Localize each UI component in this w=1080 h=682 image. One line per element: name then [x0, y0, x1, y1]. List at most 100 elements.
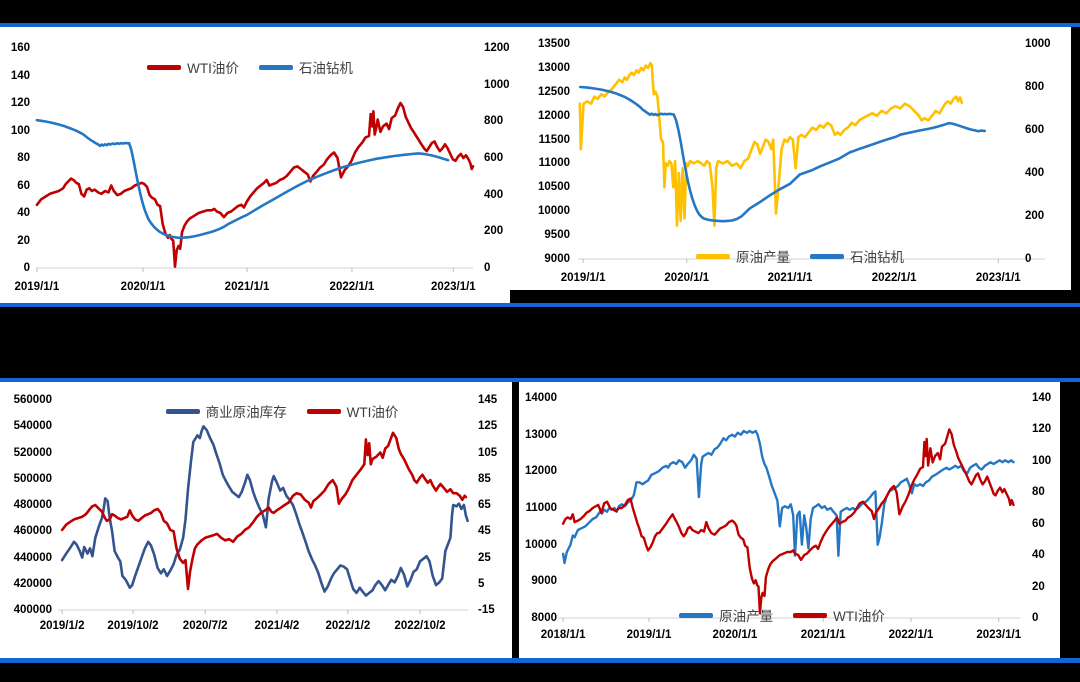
x-axis-tick-label: 2020/7/2	[182, 620, 228, 632]
right-axis-tick-label: 105	[478, 446, 498, 459]
divider-bottom	[0, 658, 1080, 663]
legend-line-swatch	[696, 253, 730, 259]
right-axis-tick-label: 1000	[484, 78, 510, 91]
left-axis-tick-label: 9000	[531, 575, 557, 588]
x-axis-tick-label: 2019/1/1	[14, 281, 60, 293]
series-line-commercial-crude-inventory	[60, 424, 469, 597]
series-line-oil-rigs	[579, 85, 987, 223]
right-axis-tick-label: 800	[484, 115, 504, 128]
x-axis-tick-label: 2019/1/1	[626, 629, 672, 641]
right-axis-tick-label: 1000	[1025, 38, 1051, 50]
x-axis-tick-label: 2021/1/1	[224, 281, 270, 293]
legend-label: 原油产量	[719, 609, 774, 624]
divider-upper-middle	[0, 303, 1080, 307]
x-axis-tick-label: 2023/1/1	[430, 281, 476, 293]
legend-line-swatch	[147, 64, 182, 70]
left-axis-tick-label: 160	[10, 42, 30, 54]
chart-panel-production-vs-wti: 14000 13000 12000 11000 10000 9000 8000 140 120 1…	[519, 382, 1060, 658]
right-axis-tick-label: 1200	[484, 42, 510, 54]
production-vs-rigs-plot	[578, 61, 1045, 263]
left-axis-tick-label: 12500	[538, 85, 570, 98]
right-axis-tick-label: 45	[478, 525, 491, 538]
right-axis-tick-label: 5	[478, 577, 485, 590]
left-axis-tick-label: 420000	[13, 577, 52, 590]
left-axis-tick-label: 20	[17, 234, 30, 247]
x-axis-tick-label: 2021/4/2	[254, 620, 300, 632]
legend-line-swatch	[679, 612, 714, 618]
x-axis-tick-label: 2020/1/1	[664, 272, 710, 284]
legend-label: 商业原油库存	[205, 405, 287, 420]
legend-label: WTI油价	[346, 405, 399, 420]
wti-vs-rigs-plot	[35, 101, 475, 272]
right-axis-tick-label: 200	[1025, 210, 1045, 222]
right-axis-tick-label: 145	[478, 394, 498, 406]
series-line-wti-price	[35, 101, 475, 268]
x-axis-tick-label: 2022/1/1	[888, 629, 934, 641]
legend-item: 石油钻机	[258, 57, 353, 77]
series-line-wti-price	[561, 428, 1015, 615]
left-axis-tick-label: 100	[10, 124, 30, 137]
left-axis-tick-label: 80	[17, 152, 30, 164]
left-axis-tick-label: 540000	[13, 420, 52, 433]
right-axis-tick-label: 600	[1025, 124, 1045, 136]
right-axis-tick-label: 25	[478, 551, 491, 564]
series-line-oil-rigs	[35, 118, 450, 240]
left-axis-tick-label: 8000	[531, 612, 557, 624]
legend-item: 原油产量	[696, 246, 790, 266]
legend-item: WTI油价	[147, 57, 239, 77]
left-axis-tick-label: 440000	[13, 551, 52, 564]
legend-label: WTI油价	[833, 609, 885, 624]
left-axis-tick-label: 11500	[538, 133, 570, 146]
left-axis-tick-label: 120	[10, 97, 30, 109]
legend-line-swatch	[793, 612, 828, 618]
x-axis-tick-label: 2020/1/1	[712, 629, 758, 641]
production-vs-wti-plot	[558, 428, 1020, 622]
x-axis-tick-label: 2022/1/1	[871, 272, 917, 284]
left-axis-tick-label: 520000	[13, 446, 52, 459]
left-axis-tick-label: 12000	[525, 465, 557, 478]
series-line-crude-production	[561, 429, 1015, 565]
legend-line-swatch	[306, 408, 341, 414]
legend-line-swatch	[258, 64, 293, 70]
right-axis-tick-label: 60	[1032, 517, 1045, 530]
right-axis-tick-label: 400	[484, 188, 504, 201]
left-axis-tick-label: 11000	[525, 502, 557, 514]
right-axis-tick-label: 40	[1032, 549, 1045, 562]
left-axis-tick-label: 480000	[13, 499, 52, 511]
x-axis-tick-label: 2018/1/1	[540, 629, 586, 641]
right-axis-tick-label: 0	[484, 262, 491, 274]
left-axis-tick-label: 140	[10, 69, 30, 82]
right-axis-tick-label: 100	[1032, 454, 1052, 467]
chart-panel-inventory-vs-wti: 560000 540000 520000 500000 480000 460000 4400…	[0, 382, 512, 658]
x-axis-tick-label: 2022/1/1	[329, 281, 375, 293]
right-axis-tick-label: 200	[484, 225, 504, 238]
legend: WTI油价 石油钻机	[30, 57, 470, 77]
left-axis-tick-label: 460000	[13, 525, 52, 538]
right-axis-tick-label: 0	[1025, 253, 1032, 265]
left-axis-tick-label: 13000	[538, 61, 570, 74]
left-axis-tick-label: 10000	[525, 538, 557, 551]
x-axis-tick-label: 2022/10/2	[394, 620, 446, 632]
left-axis-tick-label: 0	[23, 262, 30, 274]
left-axis-tick-label: 13500	[538, 38, 570, 50]
x-axis-tick-label: 2021/1/1	[767, 272, 813, 284]
right-axis-tick-label: 125	[478, 420, 498, 433]
x-axis-tick-label: 2019/10/2	[107, 620, 159, 632]
x-axis-tick-label: 2023/1/1	[975, 272, 1021, 284]
right-axis-tick-label: 140	[1032, 392, 1052, 404]
x-axis-tick-label: 2022/1/2	[325, 620, 371, 632]
legend-label: WTI油价	[187, 61, 239, 76]
right-axis-tick-label: 400	[1025, 167, 1045, 179]
legend-item: 商业原油库存	[165, 401, 287, 421]
left-axis-tick-label: 10500	[538, 181, 570, 194]
x-axis-tick-label: 2020/1/1	[120, 281, 166, 293]
left-axis-tick-label: 560000	[13, 394, 52, 406]
right-axis-tick-label: 120	[1032, 423, 1052, 436]
legend-item: WTI油价	[306, 401, 399, 421]
right-axis-tick-label: 65	[478, 499, 491, 511]
inventory-vs-wti-plot	[58, 424, 469, 614]
legend-label: 原油产量	[736, 250, 790, 265]
divider-top	[0, 23, 1080, 27]
left-axis-tick-label: 13000	[525, 428, 557, 441]
